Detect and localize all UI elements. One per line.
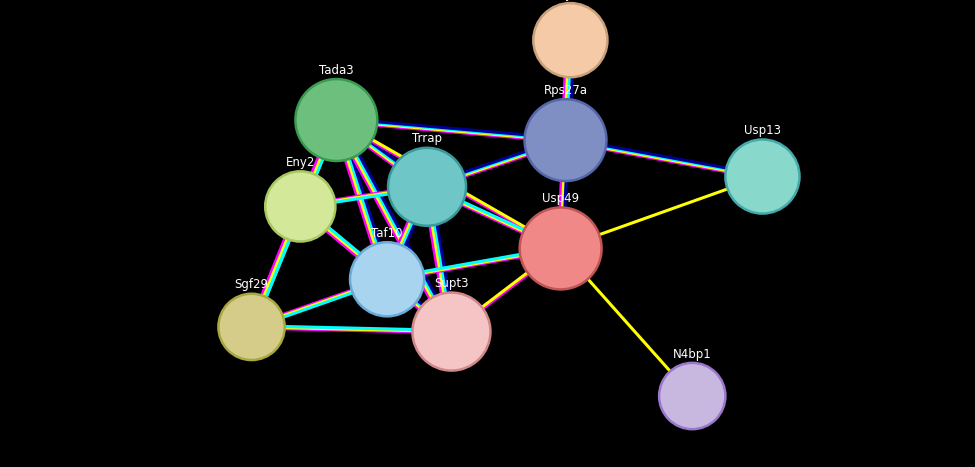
Ellipse shape (412, 292, 490, 371)
Ellipse shape (350, 242, 424, 316)
Ellipse shape (659, 363, 725, 429)
Ellipse shape (533, 3, 607, 77)
Ellipse shape (388, 148, 466, 226)
Text: N4bp1: N4bp1 (673, 347, 712, 361)
Ellipse shape (295, 79, 377, 161)
Ellipse shape (218, 294, 285, 360)
Text: Taf10: Taf10 (371, 227, 403, 240)
Ellipse shape (525, 99, 606, 181)
Text: Trrap: Trrap (412, 133, 442, 145)
Ellipse shape (520, 207, 602, 290)
Ellipse shape (725, 140, 799, 213)
Text: Rps27a: Rps27a (543, 84, 588, 97)
Text: Sgf29: Sgf29 (235, 278, 268, 291)
Text: Usp13: Usp13 (744, 124, 781, 137)
Text: Supt3: Supt3 (434, 277, 469, 290)
Ellipse shape (265, 171, 335, 241)
Text: Eny2: Eny2 (286, 156, 315, 169)
Text: Usp49: Usp49 (542, 192, 579, 205)
Text: Tada3: Tada3 (319, 64, 354, 77)
Text: Bysl: Bysl (558, 0, 583, 1)
